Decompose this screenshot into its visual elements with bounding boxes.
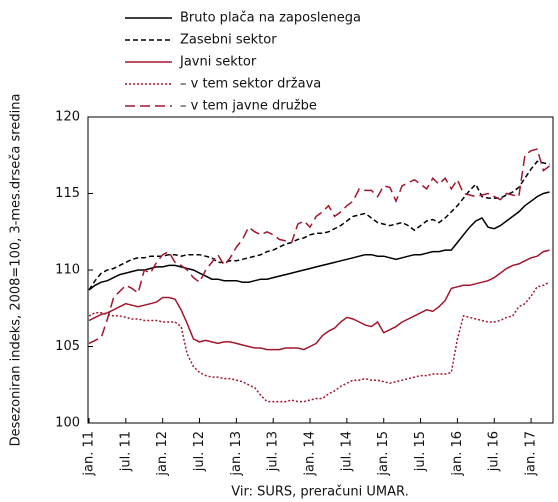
series-line [88, 249, 550, 351]
x-tick-label: jul. 11 [118, 431, 133, 472]
x-tick-label: jan. 12 [155, 431, 170, 477]
x-tick-label: jul. 13 [266, 431, 281, 472]
y-axis-label: Desezoniran indeks, 2008=100, 3-mes.drse… [9, 94, 24, 447]
series-line [88, 191, 550, 291]
series-line [88, 148, 550, 345]
x-tick-label: jul. 12 [192, 431, 207, 472]
legend-label: Bruto plača na zaposlenega [180, 11, 361, 26]
x-tick-label: jan. 17 [524, 431, 539, 477]
x-tick-label: jan. 14 [303, 431, 318, 477]
x-tick-label: jan. 13 [229, 431, 244, 477]
y-tick-label: 115 [55, 186, 80, 201]
x-tick-label: jul. 16 [487, 431, 502, 472]
legend-label: Zasebni sektor [180, 33, 277, 48]
y-tick-label: 105 [55, 339, 80, 354]
y-tick-label: 100 [55, 416, 80, 431]
legend-label: Javni sektor [179, 55, 257, 70]
legend-label: – v tem sektor država [180, 77, 321, 92]
plot-frame [87, 116, 554, 424]
series-line [88, 160, 550, 291]
x-tick-label: jan. 11 [82, 431, 97, 477]
x-tick-label: jan. 15 [376, 431, 391, 477]
y-tick-label: 120 [55, 110, 80, 125]
x-tick-label: jul. 14 [339, 431, 354, 472]
y-tick-label: 110 [55, 263, 80, 278]
x-tick-label: jul. 15 [413, 431, 428, 472]
x-tick-label: jan. 16 [450, 431, 465, 477]
legend-label: – v tem javne družbe [180, 99, 317, 114]
source-note: Vir: SURS, preračuni UMAR. [231, 485, 408, 500]
